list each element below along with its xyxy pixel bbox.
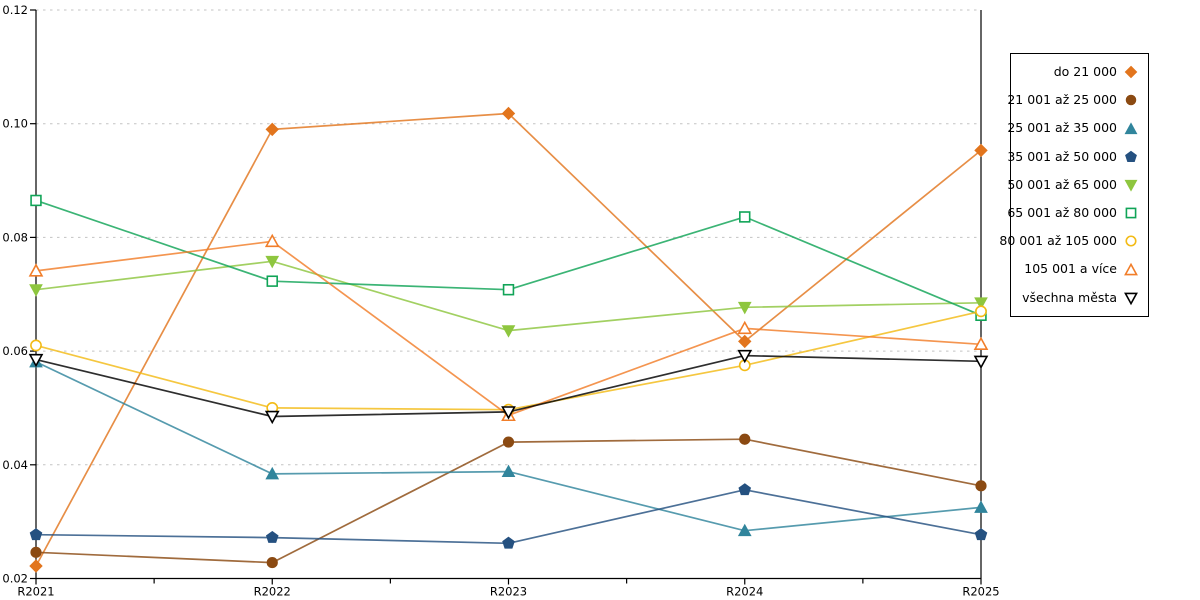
legend-label: 105 001 a více: [1024, 261, 1117, 277]
pentagon-solid-icon: [1125, 150, 1137, 162]
y-tick-label: 0.08: [2, 230, 28, 244]
series-80-001-až-105-000: [30, 305, 987, 416]
legend-label: všechna města: [1022, 289, 1117, 305]
axes: 0.02 0.04 0.06 0.08 0.10 0.12 R2021 R2022 R2023 R…: [2, 3, 999, 599]
legend-item: do 21 000: [1011, 64, 1148, 80]
legend-label: 50 001 až 65 000: [1007, 176, 1117, 192]
legend-item: 105 001 a více: [1011, 262, 1148, 278]
series-50-001-až-65-000: [29, 255, 988, 338]
legend-item: 21 001 až 25 000: [1007, 92, 1148, 108]
legend-label: 21 001 až 25 000: [1007, 92, 1117, 108]
x-tick-label: R2023: [490, 585, 527, 599]
square-open-icon: [1125, 207, 1137, 219]
triangle-up-open-icon: [1124, 262, 1138, 276]
y-tick-label: 0.12: [2, 3, 28, 17]
series-do-21-000: [29, 106, 988, 573]
legend-label: 80 001 až 105 000: [999, 233, 1117, 249]
circle-solid-icon: [1125, 95, 1137, 106]
legend-label: 25 001 až 35 000: [1007, 120, 1117, 136]
triangle-down-solid-icon: [1124, 179, 1138, 192]
legend-item: 80 001 až 105 000: [999, 233, 1148, 249]
series-35-001-až-50-000: [29, 483, 988, 549]
legend-item: 50 001 až 65 000: [1007, 177, 1148, 193]
series-65-001-až-80-000: [30, 194, 987, 322]
chart-legend: do 21 000 21 001 až 25 000 25 001 až 35 00…: [999, 53, 1149, 317]
y-tick-label: 0.06: [2, 344, 28, 358]
circle-open-icon: [1125, 235, 1137, 247]
gridlines: [36, 9, 981, 466]
legend-label: 35 001 až 50 000: [1007, 148, 1117, 164]
y-tick-label: 0.10: [2, 117, 28, 131]
x-tick-label: R2021: [17, 585, 54, 599]
legend-item: všechna města: [1011, 290, 1148, 306]
y-tick-label: 0.04: [2, 458, 28, 472]
x-tick-label: R2022: [254, 585, 291, 599]
x-tick-label: R2025: [962, 585, 999, 599]
triangle-down-open-icon: [1124, 292, 1138, 306]
legend-item: 35 001 až 50 000: [1007, 149, 1148, 165]
legend-label: do 21 000: [1053, 63, 1117, 79]
legend-label: 65 001 až 80 000: [1007, 204, 1117, 220]
y-tick-label: 0.02: [2, 572, 28, 586]
series-všechna-města: [28, 349, 989, 425]
legend-item: 25 001 až 35 000: [1007, 121, 1148, 137]
series-21-001-až-25-000: [30, 433, 987, 569]
diamond-solid-icon: [1124, 65, 1138, 79]
legend-item: 65 001 až 80 000: [1007, 205, 1148, 221]
triangle-up-solid-icon: [1124, 121, 1138, 134]
x-tick-label: R2024: [726, 585, 763, 599]
